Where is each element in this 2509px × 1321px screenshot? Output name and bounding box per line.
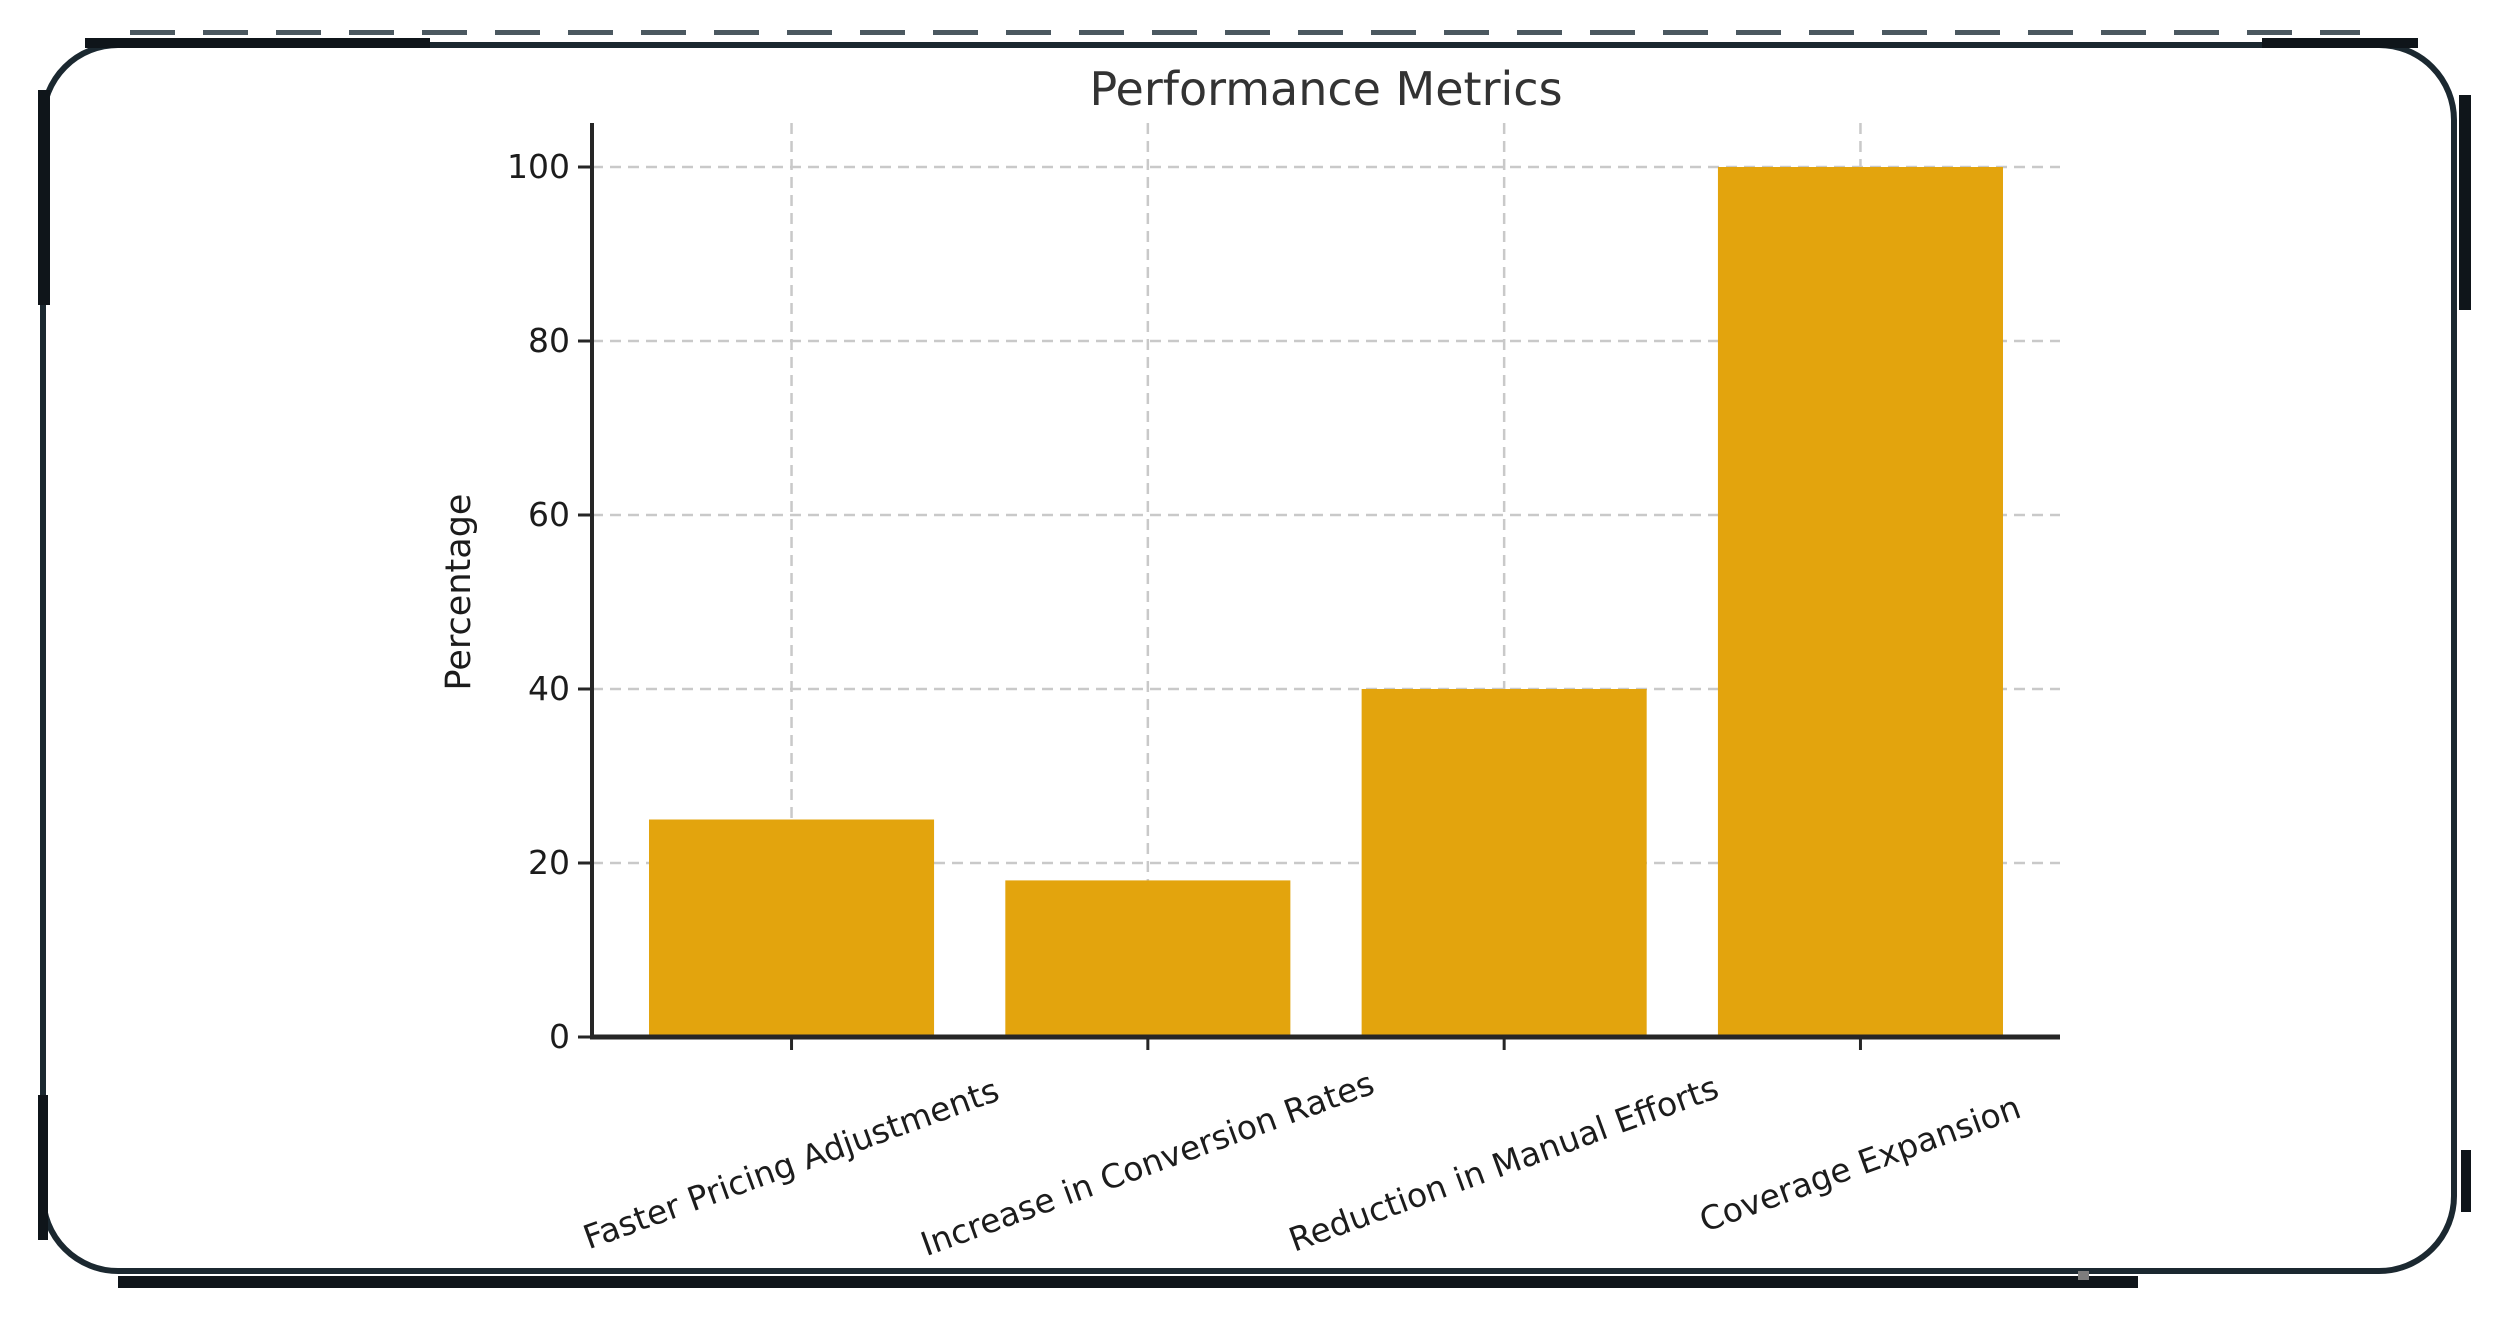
y-tick-label-0: 0 [549,1017,570,1056]
y-tick-label-60: 60 [528,495,570,534]
bars-layer [649,167,2003,1037]
bar-reduction-in-manual-efforts [1361,689,1647,1037]
x-tick-label-coverage-expansion: Coverage Expansion [1694,1087,2025,1239]
y-tick-label-80: 80 [528,321,570,360]
y-tick-label-100: 100 [507,147,570,186]
y-tick-label-20: 20 [528,843,570,882]
y-axis-label: Percentage [439,494,479,691]
chart-title: Performance Metrics [1089,62,1562,116]
bar-increase-in-conversion-rates [1005,880,1291,1037]
bar-faster-pricing-adjustments [649,819,935,1037]
y-tick-label-40: 40 [528,669,570,708]
bar-coverage-expansion [1717,167,2003,1037]
axes-layer [578,123,2060,1050]
